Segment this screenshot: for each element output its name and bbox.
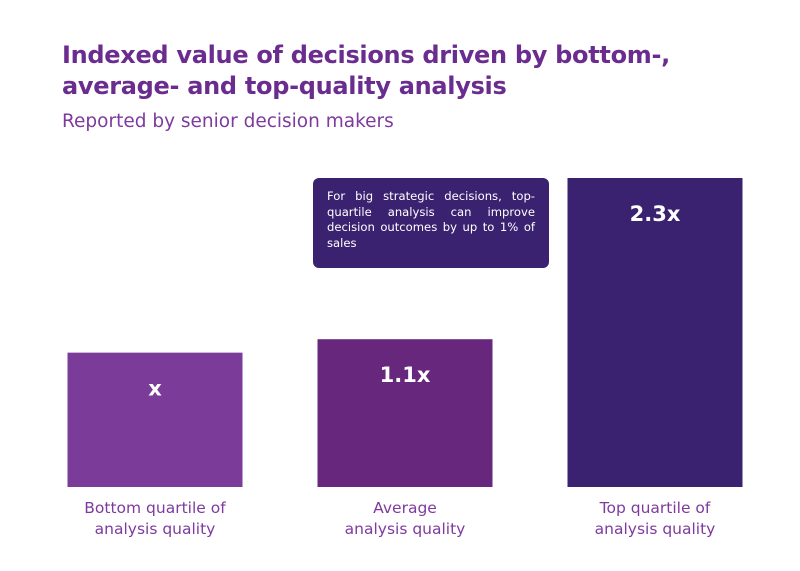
category-label-3-line-2: analysis quality [595,520,716,538]
data-label-1: x [148,377,162,401]
category-label-3-line-1: Top quartile of [599,499,711,517]
data-label-3: 2.3x [630,202,681,226]
category-label-1-line-1: Bottom quartile of [84,499,226,517]
category-label-2-line-1: Average [373,499,437,517]
bar-3 [567,178,743,487]
annotation-text: For big strategic decisions, top-quartil… [327,189,535,250]
chart-subtitle: Reported by senior decision makers [62,111,394,132]
bar-1 [67,352,243,487]
chart-title: Indexed value of decisions driven by bot… [62,41,670,100]
category-label-2-line-2: analysis quality [345,520,466,538]
data-label-2: 1.1x [380,363,431,387]
bar-2 [317,339,493,487]
category-label-1-line-2: analysis quality [95,520,216,538]
annotation-callout: For big strategic decisions, top-quartil… [313,178,549,268]
